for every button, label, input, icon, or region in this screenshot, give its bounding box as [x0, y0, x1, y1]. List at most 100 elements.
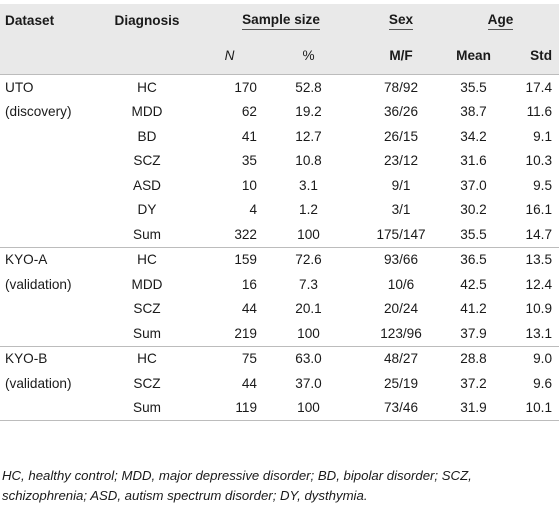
cell-diagnosis: BD	[137, 128, 157, 144]
cell-mean: 30.2	[460, 202, 487, 218]
cell-mean: 35.5	[460, 79, 487, 95]
cell-dataset	[0, 173, 92, 198]
table-row: ASD 10 3.1 9/1 37.0 9.5	[0, 173, 559, 198]
cell-pct: 100	[257, 395, 361, 421]
cell-pct: 100	[297, 226, 320, 242]
cell-std: 9.1	[533, 128, 553, 144]
cell-mean: 37.0	[460, 177, 487, 193]
header-row-top: Dataset Diagnosis Sample size Sex Age	[0, 4, 559, 37]
cell-std: 16.1	[525, 202, 553, 218]
cell-diagnosis: HC	[137, 79, 157, 95]
table-row: DY 4 1.2 3/1 30.2 16.1	[0, 198, 559, 223]
cell-dataset	[0, 297, 92, 322]
cell-mf: 175/147	[376, 226, 426, 242]
header-sample-size: Sample size	[202, 4, 360, 37]
header-std: Std	[505, 37, 559, 75]
cell-n: 44	[241, 301, 257, 317]
cell-dataset: UTO	[5, 79, 34, 95]
header-blank-1	[0, 37, 92, 75]
cell-mf: 23/12	[384, 153, 419, 169]
dataset-table: Dataset Diagnosis Sample size Sex Age N …	[0, 4, 559, 421]
cell-dataset	[0, 321, 92, 346]
cell-mean: 31.6	[460, 153, 487, 169]
cell-mf: 9/1	[391, 177, 411, 193]
cell-mf: 36/26	[384, 104, 419, 120]
cell-std: 12.4	[525, 276, 553, 292]
cell-mf: 48/27	[360, 345, 443, 371]
cell-pct: 3.1	[299, 177, 318, 193]
cell-std: 14.7	[525, 226, 553, 242]
table-row: SCZ 44 20.1 20/24 41.2 10.9	[0, 297, 559, 322]
cell-mean: 37.2	[460, 375, 487, 391]
cell-mf: 123/96	[380, 325, 422, 341]
cell-std: 11.6	[526, 104, 553, 120]
cell-pct: 37.0	[295, 375, 322, 391]
cell-diagnosis: SCZ	[133, 301, 161, 317]
cell-n: 10	[241, 177, 257, 193]
cell-dataset	[0, 149, 92, 174]
cell-dataset: KYO-B	[0, 345, 92, 371]
table-row: Sum 219 100 123/96 37.9 13.1	[0, 321, 559, 346]
table-body: UTO HC 170 52.8 78/92 35.5 17.4 (discove…	[0, 75, 559, 421]
table-row: UTO HC 170 52.8 78/92 35.5 17.4	[0, 75, 559, 100]
table-row: (validation) MDD 16 7.3 10/6 42.5 12.4	[0, 272, 559, 297]
header-diagnosis: Diagnosis	[114, 13, 180, 28]
cell-pct: 1.2	[299, 202, 318, 218]
cell-n: 159	[202, 246, 257, 272]
cell-pct: 19.2	[295, 104, 322, 120]
cell-diagnosis: Sum	[133, 226, 161, 242]
cell-diagnosis: SCZ	[133, 153, 161, 169]
header-mf: M/F	[360, 37, 443, 75]
cell-n: 41	[241, 128, 257, 144]
cell-dataset	[0, 198, 92, 223]
table-row: (discovery) MDD 62 19.2 36/26 38.7 11.6	[0, 100, 559, 125]
cell-n: 322	[234, 226, 257, 242]
cell-std: 17.4	[525, 79, 553, 95]
cell-pct: 72.6	[257, 246, 361, 272]
table-footnote: HC, healthy control; MDD, major depressi…	[2, 468, 472, 503]
cell-pct: 63.0	[257, 345, 361, 371]
cell-pct: 100	[297, 325, 320, 341]
table-row: KYO-B HC 75 63.0 48/27 28.8 9.0	[0, 345, 559, 371]
cell-mean: 31.9	[442, 395, 506, 421]
table-row: Sum 322 100 175/147 35.5 14.7	[0, 222, 559, 247]
cell-diagnosis: SCZ	[133, 375, 161, 391]
cell-mean: 38.7	[460, 104, 487, 120]
cell-std: 9.5	[533, 177, 553, 193]
cell-mf: 25/19	[384, 375, 419, 391]
cell-n: 44	[241, 375, 257, 391]
cell-pct: 20.1	[295, 301, 322, 317]
cell-dataset	[0, 395, 92, 421]
cell-mean: 28.8	[442, 345, 506, 371]
cell-mf: 26/15	[384, 128, 419, 144]
table-row: SCZ 35 10.8 23/12 31.6 10.3	[0, 149, 559, 174]
cell-dataset: (validation)	[5, 375, 72, 391]
table-row: KYO-A HC 159 72.6 93/66 36.5 13.5	[0, 246, 559, 272]
cell-mean: 37.9	[460, 325, 487, 341]
cell-diagnosis: ASD	[133, 177, 161, 193]
header-sex: Sex	[360, 4, 442, 37]
cell-dataset	[0, 222, 92, 247]
cell-dataset: (validation)	[5, 276, 72, 292]
cell-diagnosis: MDD	[131, 104, 163, 120]
cell-dataset	[0, 124, 92, 149]
cell-n: 75	[202, 345, 257, 371]
cell-dataset: (discovery)	[5, 104, 72, 120]
header-n: N	[202, 37, 257, 75]
header-mean: Mean	[442, 37, 506, 75]
cell-mean: 36.5	[442, 246, 506, 272]
table-row: (validation) SCZ 44 37.0 25/19 37.2 9.6	[0, 371, 559, 396]
header-sample-size-label: Sample size	[242, 12, 320, 30]
cell-diagnosis: MDD	[131, 276, 163, 292]
table-row: Sum 119 100 73/46 31.9 10.1	[0, 395, 559, 421]
cell-pct: 7.3	[299, 276, 318, 292]
cell-mean: 35.5	[460, 226, 487, 242]
cell-mf: 78/92	[384, 79, 419, 95]
cell-n: 219	[234, 325, 257, 341]
header-sex-label: Sex	[388, 12, 414, 30]
cell-mean: 42.5	[460, 276, 487, 292]
cell-std: 10.3	[525, 153, 553, 169]
header-dataset: Dataset	[5, 13, 55, 28]
cell-n: 16	[241, 276, 257, 292]
